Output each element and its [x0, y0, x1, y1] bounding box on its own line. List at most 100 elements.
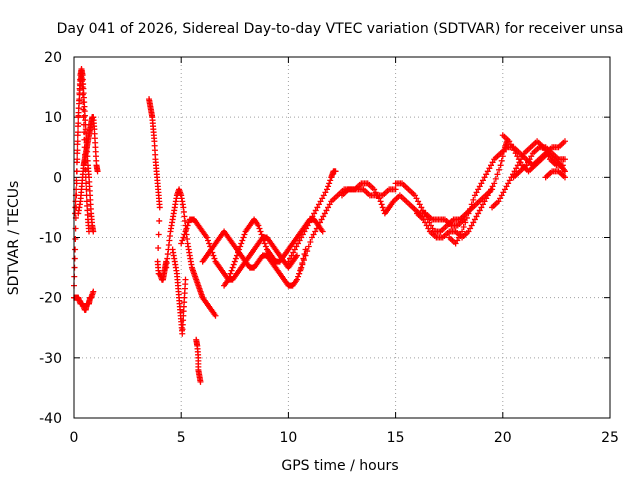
- data-point: [237, 243, 244, 250]
- data-point: [501, 186, 508, 193]
- data-point: [452, 240, 459, 247]
- data-point: [73, 159, 80, 166]
- data-point: [211, 255, 218, 262]
- data-point: [392, 186, 399, 193]
- data-point: [310, 231, 317, 238]
- data-point: [313, 225, 320, 232]
- data-point: [484, 192, 491, 199]
- data-point: [372, 189, 379, 196]
- data-point: [314, 204, 321, 211]
- data-point: [457, 231, 464, 238]
- data-point: [295, 240, 302, 247]
- data-point: [293, 252, 300, 259]
- data-point: [240, 234, 247, 241]
- data-point: [326, 180, 333, 187]
- data-point: [413, 195, 420, 202]
- data-point: [463, 214, 470, 221]
- data-point: [304, 222, 311, 229]
- data-point: [494, 171, 501, 178]
- series-track: [510, 144, 568, 181]
- data-point: [415, 198, 422, 205]
- data-point: [72, 246, 79, 253]
- series-track: [542, 168, 568, 181]
- data-point: [74, 141, 81, 148]
- data-point: [561, 168, 568, 175]
- data-point: [80, 114, 87, 121]
- data-point: [325, 204, 332, 211]
- data-point: [418, 204, 425, 211]
- data-point: [512, 150, 519, 157]
- series-track: [72, 72, 93, 235]
- data-point: [471, 216, 478, 223]
- data-point: [230, 261, 237, 268]
- data-point: [212, 312, 219, 319]
- data-point: [513, 165, 520, 172]
- series-track: [146, 96, 170, 283]
- data-point: [308, 234, 315, 241]
- x-axis-label: GPS time / hours: [281, 458, 398, 474]
- data-point: [155, 245, 162, 252]
- data-point: [379, 204, 386, 211]
- data-point: [293, 276, 300, 283]
- data-point: [459, 228, 466, 235]
- data-point: [178, 240, 185, 247]
- data-point: [465, 228, 472, 235]
- data-point: [197, 378, 204, 385]
- data-point: [467, 225, 474, 232]
- data-point: [498, 157, 505, 164]
- data-point: [476, 207, 483, 214]
- data-point: [479, 201, 486, 208]
- data-point: [298, 234, 305, 241]
- data-point: [179, 237, 186, 244]
- data-point: [231, 258, 238, 265]
- data-point: [309, 213, 316, 220]
- series-track: [339, 180, 468, 229]
- x-tick-label: 20: [494, 430, 512, 446]
- data-point: [526, 156, 533, 163]
- data-point: [322, 189, 329, 196]
- y-tick-label: -30: [39, 351, 62, 367]
- data-point: [326, 201, 333, 208]
- data-point: [374, 192, 381, 199]
- data-point: [225, 276, 232, 283]
- data-point: [291, 246, 298, 253]
- data-point: [301, 228, 308, 235]
- data-point: [79, 91, 86, 98]
- data-point: [321, 210, 328, 217]
- data-point: [561, 156, 568, 163]
- data-point: [528, 153, 535, 160]
- series-track: [75, 114, 101, 217]
- data-point: [421, 210, 428, 217]
- data-point: [299, 231, 306, 238]
- y-tick-label: -40: [39, 411, 62, 427]
- data-point: [524, 159, 531, 166]
- y-tick-label: -20: [39, 291, 62, 307]
- data-point: [468, 201, 475, 208]
- data-point: [203, 234, 210, 241]
- data-point: [238, 240, 245, 247]
- data-point: [411, 192, 418, 199]
- data-point: [476, 183, 483, 190]
- data-point: [327, 177, 334, 184]
- data-point: [484, 168, 491, 175]
- data-point: [473, 189, 480, 196]
- data-point: [320, 192, 327, 199]
- data-point: [475, 210, 482, 217]
- data-point: [241, 231, 248, 238]
- data-point: [72, 236, 79, 243]
- data-point: [296, 237, 303, 244]
- data-point: [483, 171, 490, 178]
- data-point: [226, 273, 233, 280]
- data-point: [181, 231, 188, 238]
- data-point: [80, 121, 87, 128]
- data-point: [288, 252, 295, 259]
- data-point: [561, 138, 568, 145]
- data-point: [155, 231, 162, 238]
- data-point: [90, 288, 97, 295]
- data-point: [233, 252, 240, 259]
- data-point: [486, 165, 493, 172]
- data-point: [75, 123, 82, 130]
- data-point: [258, 231, 265, 238]
- x-tick-labels: 0 5 10 15 20 25: [70, 430, 619, 446]
